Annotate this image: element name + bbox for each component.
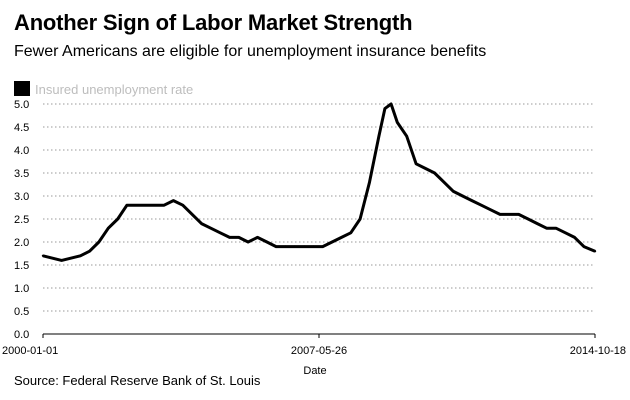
chart-subtitle: Fewer Americans are eligible for unemplo… [14,43,487,60]
legend-swatch [14,81,30,96]
data-point [209,227,213,230]
data-point [433,171,436,175]
data-point [461,194,464,198]
y-tick-label: 4.5 [14,122,29,134]
y-tick-label: 1.0 [14,283,29,295]
data-point [405,135,408,138]
data-point [340,236,343,239]
data-point [389,102,393,106]
series-points [41,102,597,262]
data-point [312,245,315,248]
data-point [564,231,567,234]
data-point [593,250,597,253]
data-point [358,217,362,221]
data-point [162,204,166,207]
data-point [144,204,147,207]
y-tick-label: 5.0 [14,99,29,111]
data-point [172,199,175,202]
data-point [517,213,520,216]
data-point [442,181,446,184]
data-point [302,245,306,248]
y-tick-label: 3.5 [14,168,29,180]
data-point [321,245,324,248]
data-point [181,204,185,207]
data-point [424,167,427,170]
data-point [246,240,250,244]
y-tick-label: 0.0 [14,329,29,341]
x-tick-label: 2014-10-18 [570,345,626,357]
data-point [396,121,399,124]
x-tick-label: 2000-01-01 [2,345,58,357]
data-point [200,222,203,225]
data-point [228,236,231,239]
data-point [60,259,63,262]
legend-label: Insured unemployment rate [35,82,193,97]
data-point [79,254,82,257]
data-point [368,181,371,184]
data-point [377,135,381,138]
data-point [219,231,222,234]
data-point [116,217,119,221]
y-tick-label: 0.5 [14,306,29,318]
data-point [508,213,511,216]
source-note: Source: Federal Reserve Bank of St. Loui… [14,373,261,388]
data-point [545,227,548,230]
y-tick-label: 2.5 [14,214,29,226]
data-point [480,204,483,207]
data-point [536,222,539,225]
data-point [125,204,129,207]
y-tick-label: 4.0 [14,145,29,157]
data-point [134,204,138,207]
grid-lines [43,103,595,312]
data-point [88,250,91,253]
x-axis-label: Date [303,365,326,377]
data-point [293,245,296,248]
data-point [349,231,352,234]
data-point [107,227,110,230]
x-tick-label: 2007-05-26 [291,345,347,357]
data-point [274,245,278,248]
data-point [414,162,418,165]
x-axis-ticks: 2000-01-01 2007-05-26 2014-10-18 [2,334,626,357]
data-point [330,240,334,244]
data-point [191,213,194,216]
data-point [573,236,576,239]
data-point [470,199,474,202]
data-point [526,217,530,221]
data-point [498,213,502,216]
y-tick-label: 2.0 [14,237,29,249]
data-point [237,236,241,239]
data-point [265,240,269,244]
y-tick-label: 1.5 [14,260,29,272]
data-point [256,236,259,239]
data-point [489,208,492,211]
data-point [153,204,157,207]
y-axis-ticks: 0.0 0.5 1.0 1.5 2.0 2.5 3.0 3.5 4.0 4.5 5.0 [14,99,29,341]
data-point [41,254,45,257]
y-tick-label: 3.0 [14,191,29,203]
data-point [452,190,455,193]
data-point [554,227,558,230]
data-point [284,245,287,248]
chart-title: Another Sign of Labor Market Strength [14,10,413,35]
data-point [97,240,101,244]
data-point [383,107,387,110]
data-point [582,245,586,248]
